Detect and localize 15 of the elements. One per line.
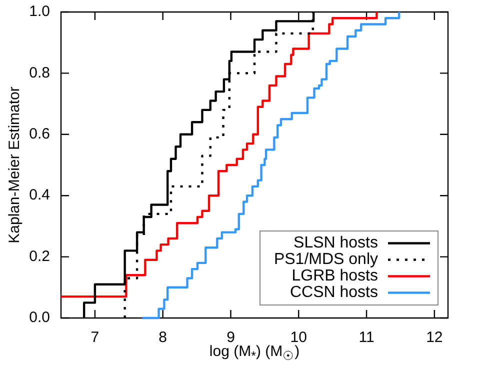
x-tick-label: 12 [426,329,443,346]
x-tick-label: 7 [90,329,100,346]
legend-label: PS1/MDS only [274,251,378,268]
y-tick-label: 0.0 [29,309,50,326]
y-tick-label: 0.2 [29,248,50,265]
legend-label: SLSN hosts [294,234,378,252]
legend-label: LGRB hosts [292,268,378,285]
x-tick-label: 11 [358,329,374,346]
y-tick-label: 0.4 [29,186,50,204]
y-axis-title: Kaplan-Meier Estimator [6,86,24,244]
y-tick-label: 0.6 [29,126,50,143]
x-tick-label: 8 [158,329,168,346]
y-tick-label: 1.0 [29,3,50,20]
y-tick-label: 0.8 [29,64,50,82]
legend-label: CCSN hosts [290,284,378,302]
